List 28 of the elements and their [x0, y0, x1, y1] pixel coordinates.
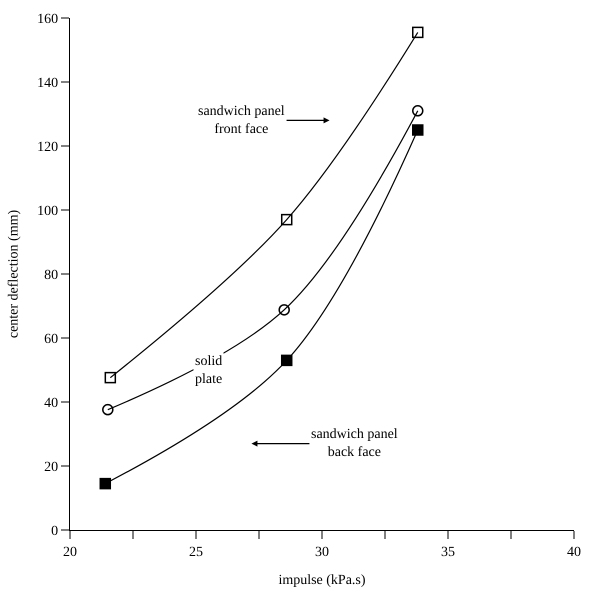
y-tick-label: 20 — [44, 460, 58, 475]
y-axis-title: center deflection (mm) — [6, 210, 22, 338]
point — [280, 354, 292, 366]
point — [412, 26, 424, 38]
y-tick-label: 140 — [37, 76, 58, 91]
y-tick-label: 100 — [37, 204, 58, 219]
x-tick-label: 20 — [63, 544, 77, 560]
y-tick-label: 80 — [44, 268, 58, 283]
y-tick-label: 60 — [44, 332, 58, 347]
point — [104, 372, 116, 384]
y-tick-label: 0 — [51, 524, 58, 539]
y-tick-label: 40 — [44, 396, 58, 411]
y-tick-label: 120 — [37, 140, 58, 155]
point — [100, 478, 112, 490]
annotation: sandwich panel back face — [311, 427, 398, 460]
x-tick-label: 25 — [189, 544, 203, 560]
annotation: solid plate — [195, 354, 222, 388]
y-tick-label: 160 — [37, 12, 58, 27]
x-tick-label: 30 — [315, 544, 329, 560]
point — [280, 214, 292, 226]
annotation: sandwich panel front face — [198, 104, 285, 138]
x-tick-label: 35 — [441, 544, 455, 560]
point — [102, 404, 114, 416]
point — [412, 124, 424, 136]
point — [278, 304, 290, 316]
x-axis-title: impulse (kPa.s) — [278, 573, 366, 588]
point — [412, 105, 424, 117]
x-tick-label: 40 — [567, 544, 581, 560]
